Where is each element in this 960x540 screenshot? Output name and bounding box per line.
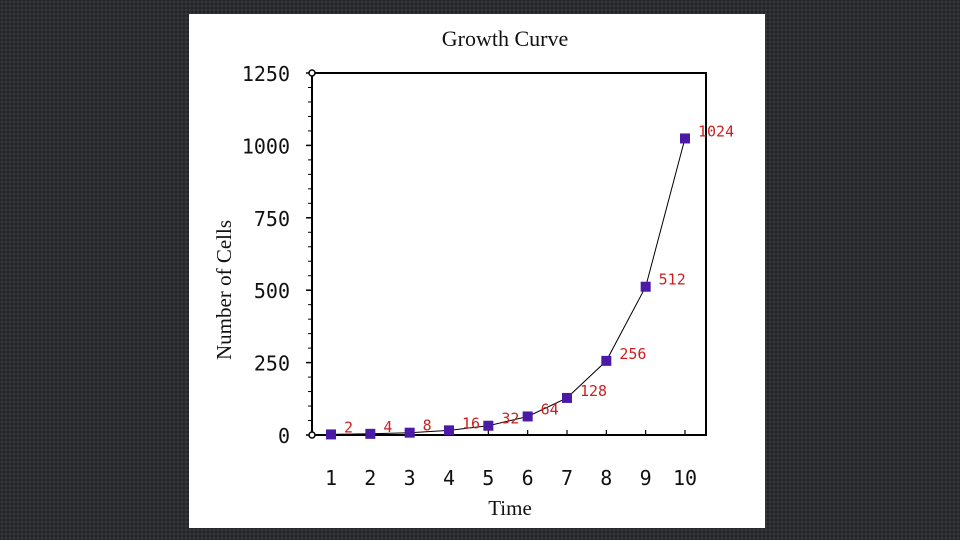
data-point-marker — [326, 429, 336, 440]
data-label: 64 — [541, 400, 559, 418]
data-point-marker — [522, 411, 533, 422]
x-tick-label: 8 — [600, 466, 612, 490]
data-point-marker — [640, 281, 651, 292]
data-label: 1024 — [698, 122, 734, 140]
y-tick-label: 1000 — [242, 134, 290, 158]
growth-curve-chart: Growth Curve Number of Cells Time 025050… — [212, 26, 734, 520]
y-axis: 0 250 500 750 1000 1250 — [242, 62, 316, 448]
data-label: 128 — [580, 382, 607, 400]
x-tick-label: 7 — [561, 466, 573, 490]
data-label: 2 — [344, 418, 353, 436]
y-tick-label: 0 — [278, 424, 290, 448]
chart-title: Growth Curve — [442, 26, 568, 51]
y-tick-label: 750 — [254, 207, 290, 231]
data-point-marker — [562, 392, 572, 403]
data-label: 8 — [423, 417, 432, 435]
x-tick-label: 4 — [443, 466, 455, 490]
y-axis-label: Number of Cells — [212, 220, 236, 360]
axis-corner-marker — [308, 69, 316, 77]
y-tick-label: 250 — [254, 352, 290, 376]
data-label: 32 — [501, 410, 519, 428]
x-tick-label: 9 — [640, 466, 652, 490]
data-label: 512 — [659, 271, 686, 289]
data-point-marker — [483, 420, 494, 431]
x-tick-label: 10 — [673, 466, 697, 490]
data-markers — [326, 133, 690, 440]
data-point-marker — [404, 427, 415, 438]
data-point-marker — [444, 425, 454, 436]
data-label: 4 — [383, 418, 392, 436]
series-line — [330, 138, 686, 435]
y-tick-label: 500 — [254, 279, 290, 303]
x-axis: 1 2 3 4 5 6 7 8 9 10 — [325, 430, 697, 490]
x-tick-label: 3 — [404, 466, 416, 490]
x-axis-label: Time — [488, 496, 532, 520]
data-point-marker — [365, 428, 376, 439]
x-tick-label: 1 — [325, 466, 337, 490]
plot-frame — [311, 72, 707, 436]
data-point-marker — [601, 355, 612, 366]
x-tick-label: 6 — [522, 466, 534, 490]
x-tick-label: 2 — [364, 466, 376, 490]
data-labels: 2 4 8 16 32 64 128 256 512 1024 — [344, 122, 734, 436]
data-label: 16 — [462, 414, 480, 432]
data-label: 256 — [619, 345, 646, 363]
y-tick-label: 1250 — [242, 62, 290, 86]
chart-card: Growth Curve Number of Cells Time 0 250 50… — [189, 14, 765, 528]
data-point-marker — [680, 133, 690, 144]
axis-origin-marker — [308, 431, 316, 439]
x-tick-label: 5 — [482, 466, 494, 490]
